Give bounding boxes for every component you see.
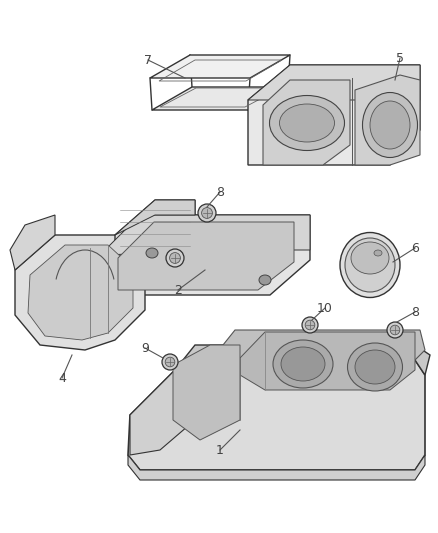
Ellipse shape xyxy=(351,242,389,274)
Polygon shape xyxy=(175,345,430,375)
Polygon shape xyxy=(118,222,294,290)
Polygon shape xyxy=(130,360,195,455)
Text: 10: 10 xyxy=(317,302,333,314)
Ellipse shape xyxy=(345,238,395,292)
Ellipse shape xyxy=(370,101,410,149)
Ellipse shape xyxy=(269,95,345,150)
Ellipse shape xyxy=(387,322,403,338)
Polygon shape xyxy=(263,80,350,165)
Polygon shape xyxy=(100,215,310,295)
Text: 6: 6 xyxy=(411,241,419,254)
Text: 8: 8 xyxy=(411,305,419,319)
Ellipse shape xyxy=(165,357,175,367)
Ellipse shape xyxy=(281,347,325,381)
Ellipse shape xyxy=(305,320,315,330)
Ellipse shape xyxy=(201,207,212,219)
Text: 4: 4 xyxy=(58,372,66,384)
Polygon shape xyxy=(100,215,310,255)
Text: 1: 1 xyxy=(216,443,224,456)
Polygon shape xyxy=(173,345,240,440)
Polygon shape xyxy=(115,200,195,235)
Ellipse shape xyxy=(170,253,180,263)
Ellipse shape xyxy=(162,354,178,370)
Text: 2: 2 xyxy=(174,284,182,296)
Polygon shape xyxy=(28,245,133,340)
Polygon shape xyxy=(248,65,420,100)
Ellipse shape xyxy=(198,204,216,222)
Text: 7: 7 xyxy=(144,53,152,67)
Polygon shape xyxy=(128,360,425,470)
Polygon shape xyxy=(128,455,425,480)
Text: 8: 8 xyxy=(216,185,224,198)
Ellipse shape xyxy=(390,325,400,335)
Ellipse shape xyxy=(302,317,318,333)
Ellipse shape xyxy=(347,343,403,391)
Polygon shape xyxy=(248,65,420,165)
Polygon shape xyxy=(150,55,290,78)
Polygon shape xyxy=(15,235,145,350)
Ellipse shape xyxy=(166,249,184,267)
Polygon shape xyxy=(10,215,55,270)
Ellipse shape xyxy=(340,232,400,297)
Ellipse shape xyxy=(355,350,395,384)
Ellipse shape xyxy=(374,250,382,256)
Ellipse shape xyxy=(259,275,271,285)
Ellipse shape xyxy=(146,248,158,258)
Polygon shape xyxy=(240,332,415,390)
Polygon shape xyxy=(115,200,195,265)
Polygon shape xyxy=(195,330,425,360)
Ellipse shape xyxy=(273,340,333,388)
Ellipse shape xyxy=(363,93,417,157)
Text: 5: 5 xyxy=(396,52,404,64)
Ellipse shape xyxy=(279,104,335,142)
Polygon shape xyxy=(355,75,420,165)
Polygon shape xyxy=(152,87,288,110)
Text: 9: 9 xyxy=(141,342,149,354)
